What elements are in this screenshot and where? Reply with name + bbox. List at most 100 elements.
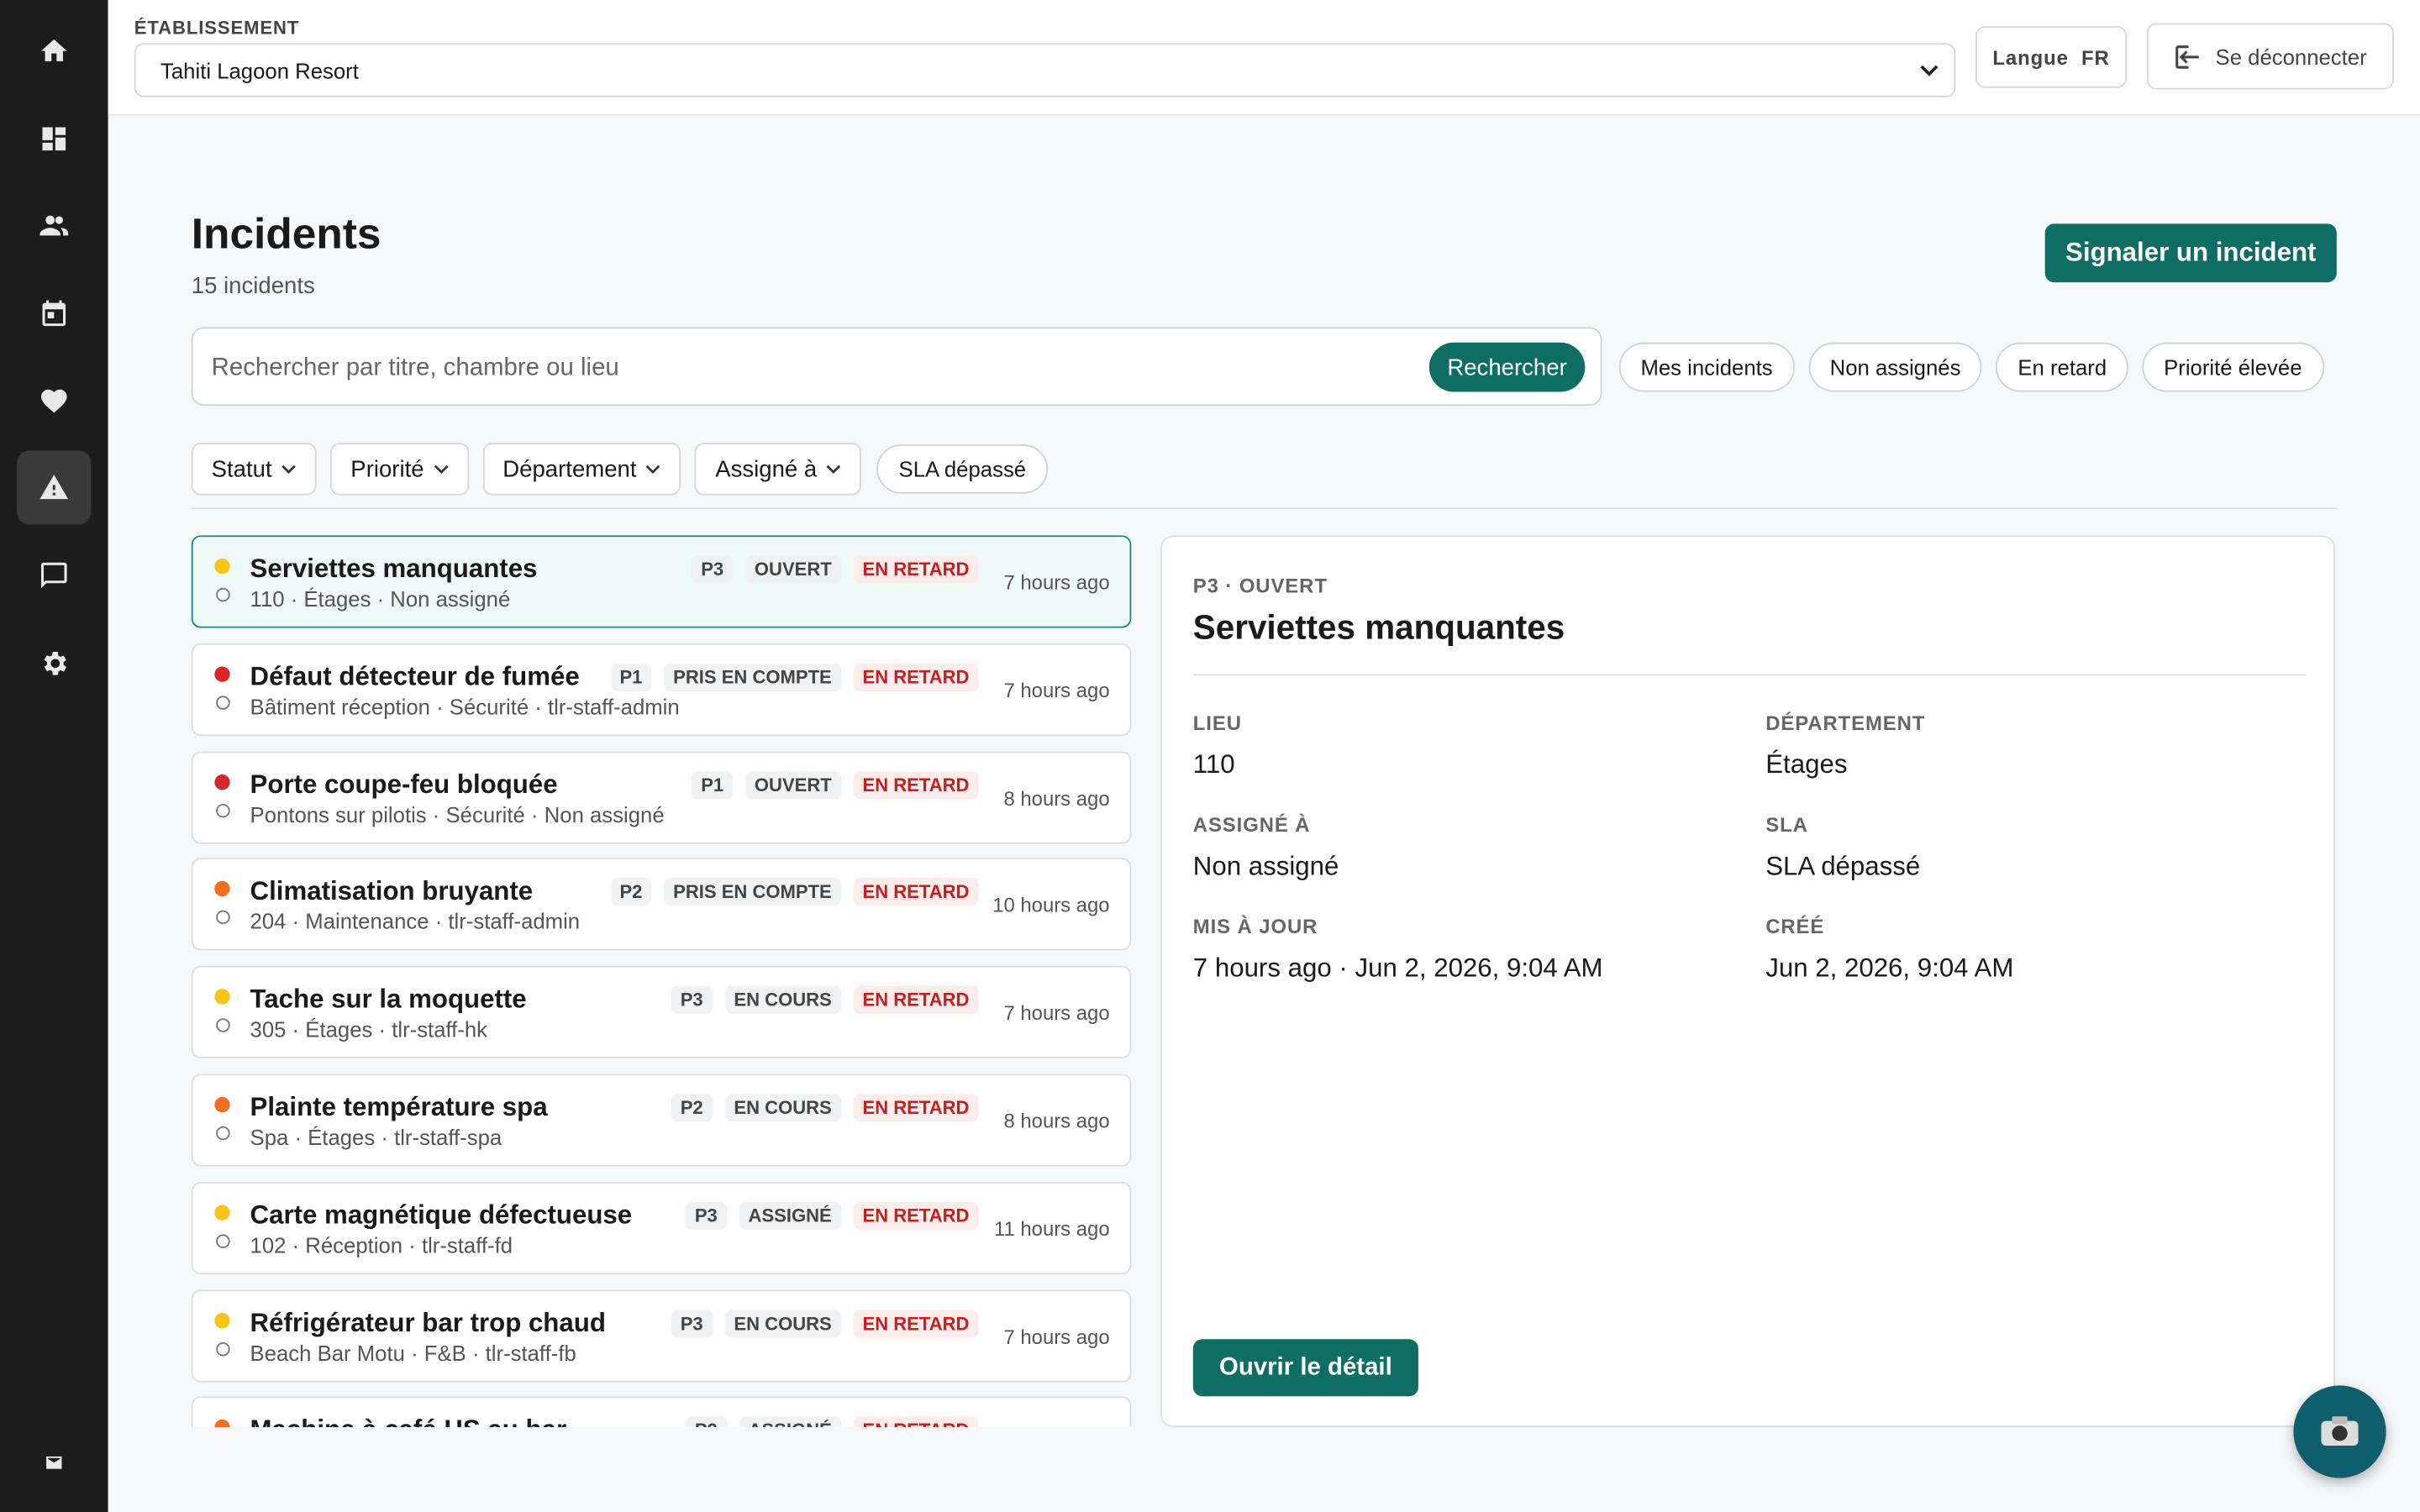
home-icon[interactable] [39,35,70,66]
incident-card[interactable]: Plainte température spa Spa · Étages · tl… [191,1074,1132,1167]
late-tag: EN RETARD [853,878,979,906]
priority-tag: P3 [671,1309,713,1337]
incident-meta: Pontons sur pilotis · Sécurité · Non ass… [250,801,665,827]
filters: Statut Priorité Département Assigné à SLA dé… [191,443,1048,496]
incident-card[interactable]: Porte coupe-feu bloquée Pontons sur pilot… [191,750,1132,843]
priority-dot [214,989,230,1005]
tags: P3 OUVERT EN RETARD [692,555,979,584]
incident-title: Réfrigérateur bar trop chaud [250,1307,606,1337]
logout-text: Se déconnecter [2215,44,2367,69]
incident-time: 11 hours ago [993,1216,1110,1241]
report-button[interactable]: Signaler un incident [2044,223,2337,283]
status-tag: PRIS EN COMPTE [664,878,841,906]
late-tag: EN RETARD [853,986,979,1015]
status-tag: OUVERT [744,555,841,584]
tags: P2 EN COURS EN RETARD [671,1094,979,1122]
camera-icon [2321,1416,2359,1446]
active-nav[interactable] [17,450,92,525]
status-tag: OUVERT [744,770,841,799]
priority-tag: P1 [610,663,652,691]
filter-label: Statut [211,455,272,482]
chevron [281,465,297,474]
field-value: Jun 2, 2026, 9:04 AM [1765,953,2014,984]
field-label: DÉPARTEMENT [1765,711,1926,735]
progress-icon [216,695,230,710]
filter-dropdown[interactable]: Priorité [330,443,469,496]
logout-button[interactable]: Se déconnecter [2146,23,2394,90]
priority-tag: P3 [692,555,734,584]
field-label: CRÉÉ [1765,915,1825,938]
status-tag: ASSIGNÉ [739,1416,841,1427]
quick-filter[interactable]: Mes incidents [1618,342,1795,392]
late-tag: EN RETARD [853,1416,979,1427]
page-title: Incidents [191,209,381,258]
incident-meta: 102 · Réception · tlr-staff-fd [250,1232,513,1257]
tags: P1 PRIS EN COMPTE EN RETARD [610,663,979,691]
late-tag: EN RETARD [853,555,979,584]
incident-card[interactable]: Réfrigérateur bar trop chaud Beach Bar Mo… [191,1289,1132,1382]
search-button[interactable]: Rechercher [1428,342,1586,392]
progress-icon [216,1018,230,1033]
incident-title: Climatisation bruyante [250,876,534,906]
chevron [827,465,841,474]
open-detail-button[interactable]: Ouvrir le détail [1192,1339,1418,1397]
establishment-value: Tahiti Lagoon Resort [160,57,359,83]
sla-filter[interactable]: SLA dépassé [876,444,1048,494]
priority-tag: P2 [685,1416,727,1427]
people-icon[interactable] [39,210,70,241]
quick-filter[interactable]: Priorité élevée [2142,342,2324,392]
priority-tag: P3 [671,986,713,1015]
field-value: SLA dépassé [1765,851,1921,881]
establishment-label: ÉTABLISSEMENT [134,17,300,39]
incident-title: Plainte température spa [250,1092,548,1122]
incident-card[interactable]: Serviettes manquantes 110 · Étages · Non … [191,535,1132,628]
incident-icon[interactable] [39,472,70,503]
incident-meta: 305 · Étages · tlr-staff-hk [250,1016,488,1042]
field-value: 7 hours ago · Jun 2, 2026, 9:04 AM [1192,953,1603,984]
filter-label: Département [502,455,637,482]
incident-card[interactable]: Tache sur la moquette 305 · Étages · tlr-… [191,966,1132,1059]
late-tag: EN RETARD [853,1094,979,1122]
quick-filter[interactable]: En retard [1996,342,2128,392]
incident-card[interactable]: Carte magnétique défectueuse 102 · Récept… [191,1181,1132,1274]
incident-title: Carte magnétique défectueuse [250,1200,633,1230]
incident-card[interactable]: Machine à café HS au bar P2 ASSIGNÉ EN RETA… [191,1396,1132,1427]
filter-label: Priorité [350,455,424,482]
filter-dropdown[interactable]: Département [482,443,681,496]
progress-icon [216,803,230,817]
priority-dot [214,1312,230,1328]
filter-dropdown[interactable]: Statut [191,443,317,496]
divider [191,507,2337,510]
language-button[interactable]: Langue FR [1975,26,2128,88]
camera-button[interactable] [2293,1385,2386,1478]
dashboard-icon[interactable] [39,123,70,155]
incident-card[interactable]: Climatisation bruyante 204 · Maintenance … [191,858,1132,952]
settings-icon[interactable] [39,648,70,679]
calendar-icon[interactable] [39,297,70,328]
chat-icon[interactable] [39,560,70,591]
tags: P2 ASSIGNÉ EN RETARD [685,1416,979,1427]
chevron [1920,65,1939,76]
progress-icon [216,587,230,602]
priority-tag: P3 [685,1201,727,1230]
establishment-select[interactable]: Tahiti Lagoon Resort [134,43,1956,97]
search-box[interactable]: Rechercher par titre, chambre ou lieu Re… [191,327,1602,407]
priority-dot [214,558,230,575]
status-tag: ASSIGNÉ [739,1201,841,1230]
field-label: LIEU [1192,711,1242,735]
quick-filter[interactable]: Non assignés [1807,342,1983,392]
incident-count: 15 incidents [191,273,315,300]
heart-icon[interactable] [39,386,70,417]
language-value: FR [2081,45,2110,69]
sidebar [0,0,108,1512]
status-tag: EN COURS [724,1094,841,1122]
incident-card[interactable]: Défaut détecteur de fumée Bâtiment récept… [191,643,1132,736]
late-tag: EN RETARD [853,770,979,799]
incident-meta: Beach Bar Motu · F&B · tlr-staff-fb [250,1340,576,1365]
priority-dot [214,881,230,897]
filter-dropdown[interactable]: Assigné à [695,443,862,496]
incident-time: 8 hours ago [1003,1109,1110,1133]
mail-icon[interactable] [45,1453,63,1472]
